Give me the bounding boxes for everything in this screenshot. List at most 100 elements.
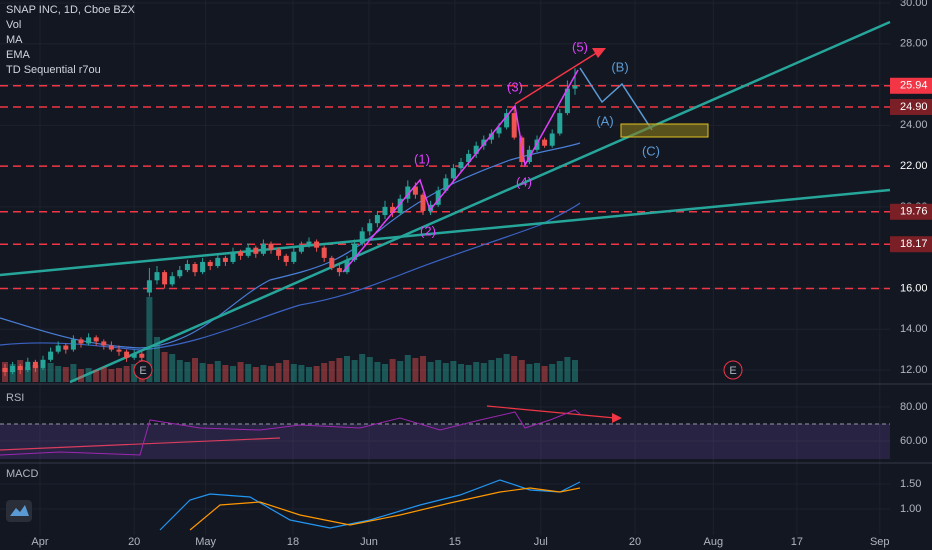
candle-body [222,257,228,262]
grid [0,0,890,535]
candle-body [48,351,54,360]
volume-bar [313,366,320,382]
candle-body [116,349,122,352]
candle-body [253,247,259,254]
y-tick-label: 1.00 [900,503,921,515]
candle-body [496,127,502,134]
volume-bar [169,354,176,382]
candle-body [291,251,297,262]
candle-body [321,247,327,258]
volume-bar [93,370,100,382]
volume-bar [427,362,434,382]
correction-label: (B) [611,59,628,74]
rsi-curve [0,409,581,456]
candle-body [124,351,130,358]
volume-bar [336,358,343,382]
volume-bar [488,360,495,382]
volume-bar [328,361,335,382]
volume-bar [78,369,84,382]
y-tick-label: 1.50 [900,478,921,490]
ma-line [0,142,581,349]
level-box [890,158,932,175]
volume-bar [518,360,525,382]
projection [579,67,653,131]
volume-bar [511,356,518,382]
volume-bar [85,368,92,382]
candle-body [32,361,38,368]
candle-body [549,133,555,146]
trend-line [69,20,891,384]
arrow-head [592,48,606,58]
volume-bar [184,362,191,382]
x-tick-label: May [195,536,216,548]
level-box [890,280,932,297]
x-tick-label: Jul [534,536,548,548]
earnings-marker [133,360,153,380]
volume-bar [321,363,328,382]
volume-bar [526,364,533,382]
candle-body [367,223,373,232]
ema-line [0,202,581,351]
candle-body [450,168,456,179]
x-tick-label: Apr [31,536,48,548]
volume-bar [146,297,153,382]
rsi-band [0,424,890,459]
candle-body [390,206,396,214]
candle-body [488,133,494,140]
divergence [486,405,616,419]
wave-path [342,69,579,273]
target-zone [620,123,709,138]
candle-body [169,276,175,285]
x-tick-label: Aug [704,536,724,548]
candle-body [336,268,342,273]
wave-label: (1) [414,151,430,166]
candle-body [184,263,190,271]
candle-body [177,270,183,277]
level-label: 16.00 [900,282,928,294]
volume-bar [458,364,464,382]
volume-bar [70,364,77,382]
level-label: 22.00 [900,160,928,172]
candle-body [154,272,160,281]
level-box [890,77,932,94]
candle-body [382,206,388,216]
candle-body [260,243,266,254]
x-tick-label: 18 [287,536,299,548]
level-label: 19.76 [900,206,928,218]
candle-body [412,186,418,195]
volume-bar [450,361,457,382]
volume-bar [572,360,578,382]
x-tick-label: Jun [360,536,378,548]
volume-bar [397,361,404,382]
volume-bar [268,366,274,382]
volume-bar [420,356,426,382]
y-tick-label: 60.00 [900,435,928,447]
correction-label: (A) [596,113,613,128]
legend-item: TD Sequential r7ou [6,64,101,76]
candle-body [268,243,274,250]
volume-bar [306,367,312,382]
legend-item: EMA [6,49,31,61]
labels: SNAP INC, 1D, Cboe BZX Vol MA EMA TD Sequent… [6,4,928,515]
wave-label: (3) [507,79,523,94]
volume-bar [556,361,563,382]
candle-body [10,365,16,373]
candle-body [2,367,8,373]
candle-body [344,259,350,273]
volume-bar [382,364,388,382]
candle-body [504,113,510,128]
candle-body [352,243,358,260]
volume-bar [435,360,442,382]
candle-body [481,139,487,146]
candle-body [17,365,23,370]
volume-bar [116,368,122,382]
volume-bar [230,366,236,382]
volume-bar [24,367,31,382]
x-tick-label: 17 [791,536,803,548]
candle-body [101,341,107,346]
wave-label: (4) [516,174,532,189]
volume-bar [108,369,115,382]
candle-body [230,251,236,262]
candle-body [405,186,411,199]
volume-bar [192,358,198,382]
